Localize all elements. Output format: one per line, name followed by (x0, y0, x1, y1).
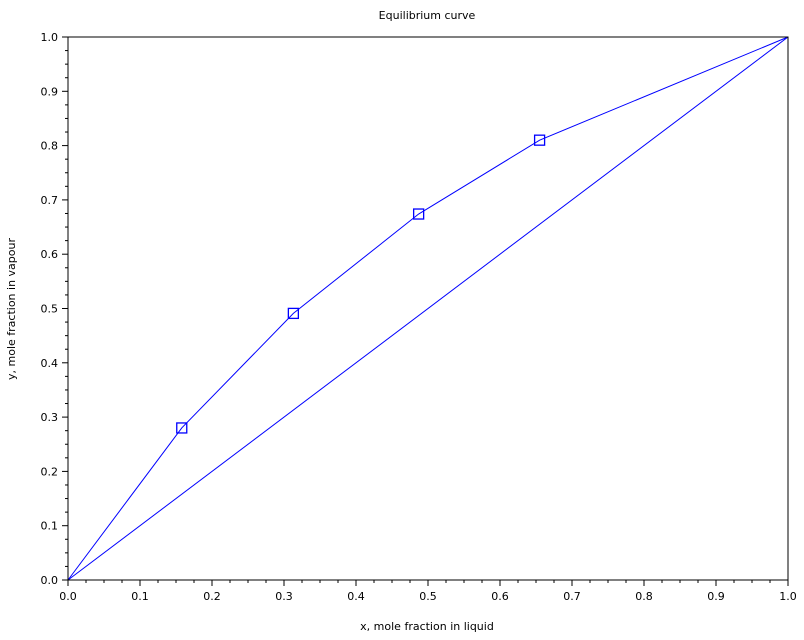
chart-title: Equilibrium curve (379, 9, 476, 22)
x-tick-label: 0.1 (131, 590, 149, 603)
series-0-line (67, 36, 789, 581)
y-axis-title: y, mole fraction in vapour (5, 238, 18, 380)
series-0-marker-2 (287, 307, 300, 320)
axes: 0.0 0.1 0.2 0.3 0.4 0.5 0.6 0.7 0.8 0.9 1.0 0.0 0.1 0… (41, 31, 797, 603)
y-tick-label: 0.3 (41, 411, 59, 424)
series-0-marker-3 (412, 208, 425, 220)
y-tick-label: 0.7 (41, 194, 59, 207)
y-tick-label: 0.2 (41, 465, 59, 478)
x-tick-label: 0.4 (347, 590, 365, 603)
y-tick-label: 0.5 (41, 303, 59, 316)
series-0-marker-1 (176, 422, 188, 434)
x-tick-label: 1.0 (779, 590, 797, 603)
y-tick-label: 0.0 (41, 574, 59, 587)
series-0-marker-4 (533, 134, 546, 146)
x-tick-label: 0.7 (563, 590, 581, 603)
y-tick-label: 0.1 (41, 520, 59, 533)
x-tick-label: 0.6 (491, 590, 509, 603)
y-tick-label: 0.4 (41, 357, 59, 370)
plot-area (67, 36, 789, 581)
x-axis-title: x, mole fraction in liquid (360, 620, 494, 633)
y-tick-label: 0.9 (41, 85, 59, 98)
y-tick-label: 0.6 (41, 248, 59, 261)
x-tick-label: 0.9 (707, 590, 725, 603)
x-tick-label: 0.3 (275, 590, 293, 603)
x-tick-label: 0.8 (635, 590, 653, 603)
x-tick-label: 0.5 (419, 590, 437, 603)
x-tick-label: 0.2 (203, 590, 221, 603)
y-tick-label: 0.8 (41, 140, 59, 153)
series-1-line (67, 36, 789, 581)
x-tick-label: 0.0 (59, 590, 77, 603)
y-tick-label: 1.0 (41, 31, 59, 44)
